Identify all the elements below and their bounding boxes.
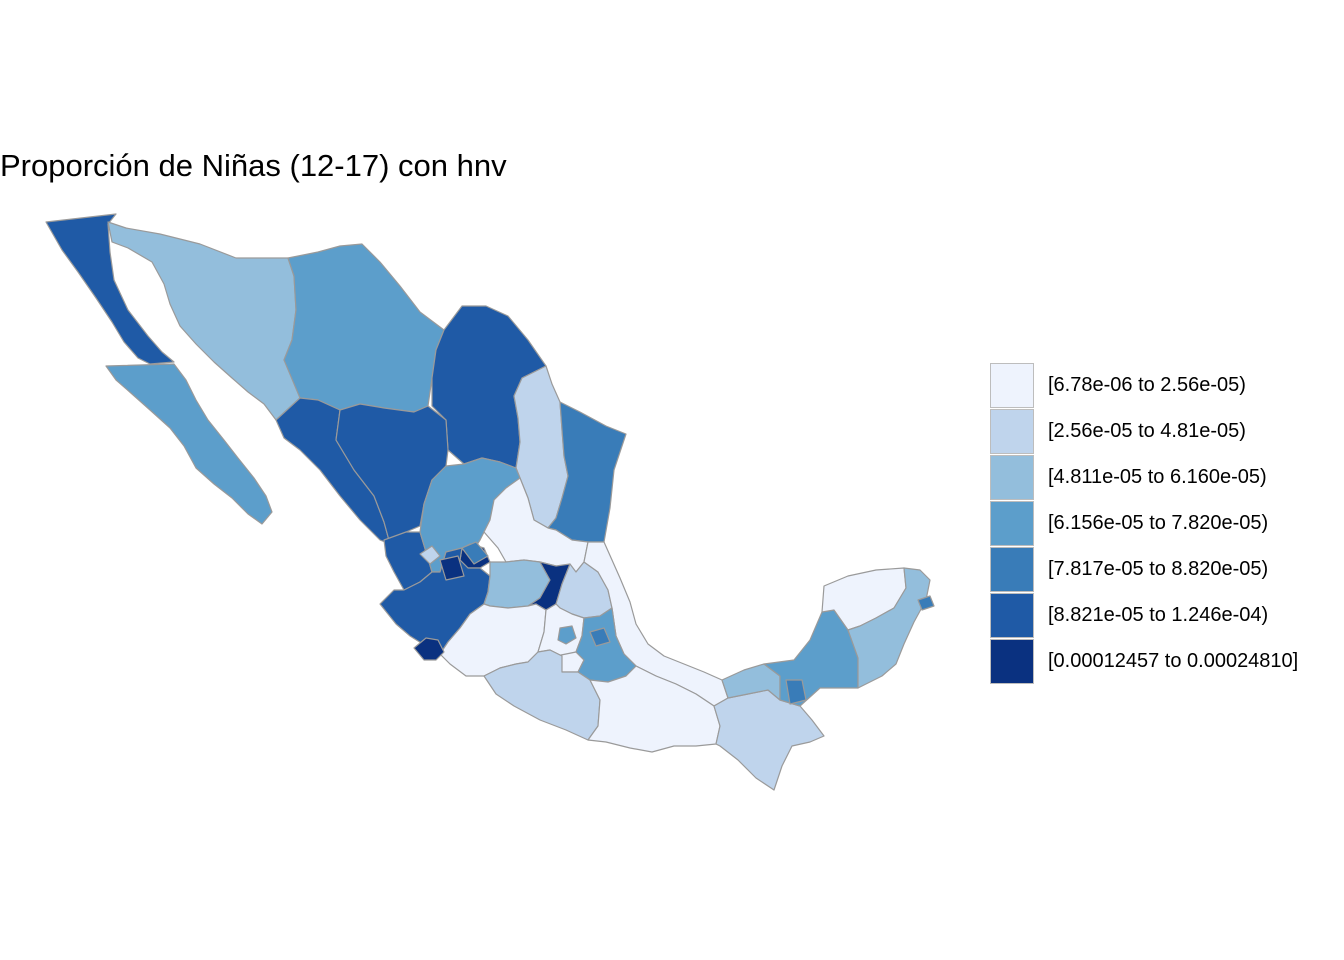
legend-swatch [990,454,1034,500]
legend-item: [2.56e-05 to 4.81e-05) [990,408,1298,454]
region-chihuahua [283,243,445,413]
region-small-coastal-5 [439,555,465,581]
region-guerrero [483,649,601,741]
legend-label: [8.821e-05 to 1.246e-04) [1048,603,1269,626]
legend-label: [6.156e-05 to 7.820e-05) [1048,511,1269,534]
legend-swatch [990,500,1034,546]
legend-item: [7.817e-05 to 8.820e-05) [990,546,1298,592]
region-baja-california [45,213,175,365]
legend-swatch [990,546,1034,592]
region-small-coastal-4 [461,541,489,565]
legend-swatch [990,592,1034,638]
legend-label: [0.00012457 to 0.00024810] [1048,649,1299,672]
legend-label: [6.78e-06 to 2.56e-05) [1048,373,1246,396]
legend-swatch [990,408,1034,454]
legend-swatch [990,638,1034,684]
map-legend: [6.78e-06 to 2.56e-05) [2.56e-05 to 4.81… [990,362,1298,684]
region-colima [413,637,445,661]
legend-swatch [990,362,1034,408]
region-quintana-roo [847,567,931,689]
region-ciudad-de-mexico [557,625,577,645]
legend-label: [4.811e-05 to 6.160e-05) [1048,465,1267,488]
map-title: Proporción de Niñas (12-17) con hnv [0,148,507,183]
region-small-coastal-2 [785,679,807,705]
legend-item: [6.156e-05 to 7.820e-05) [990,500,1298,546]
legend-item: [8.821e-05 to 1.246e-04) [990,592,1298,638]
legend-item: [0.00012457 to 0.00024810] [990,638,1298,684]
legend-item: [4.811e-05 to 6.160e-05) [990,454,1298,500]
legend-label: [2.56e-05 to 4.81e-05) [1048,419,1246,442]
region-small-coastal-3 [589,627,611,647]
legend-label: [7.817e-05 to 8.820e-05) [1048,557,1269,580]
legend-item: [6.78e-06 to 2.56e-05) [990,362,1298,408]
region-small-coastal-6 [917,595,935,611]
region-chiapas [713,689,825,791]
region-small-coastal-1 [419,545,441,565]
region-baja-california-sur [105,363,273,525]
